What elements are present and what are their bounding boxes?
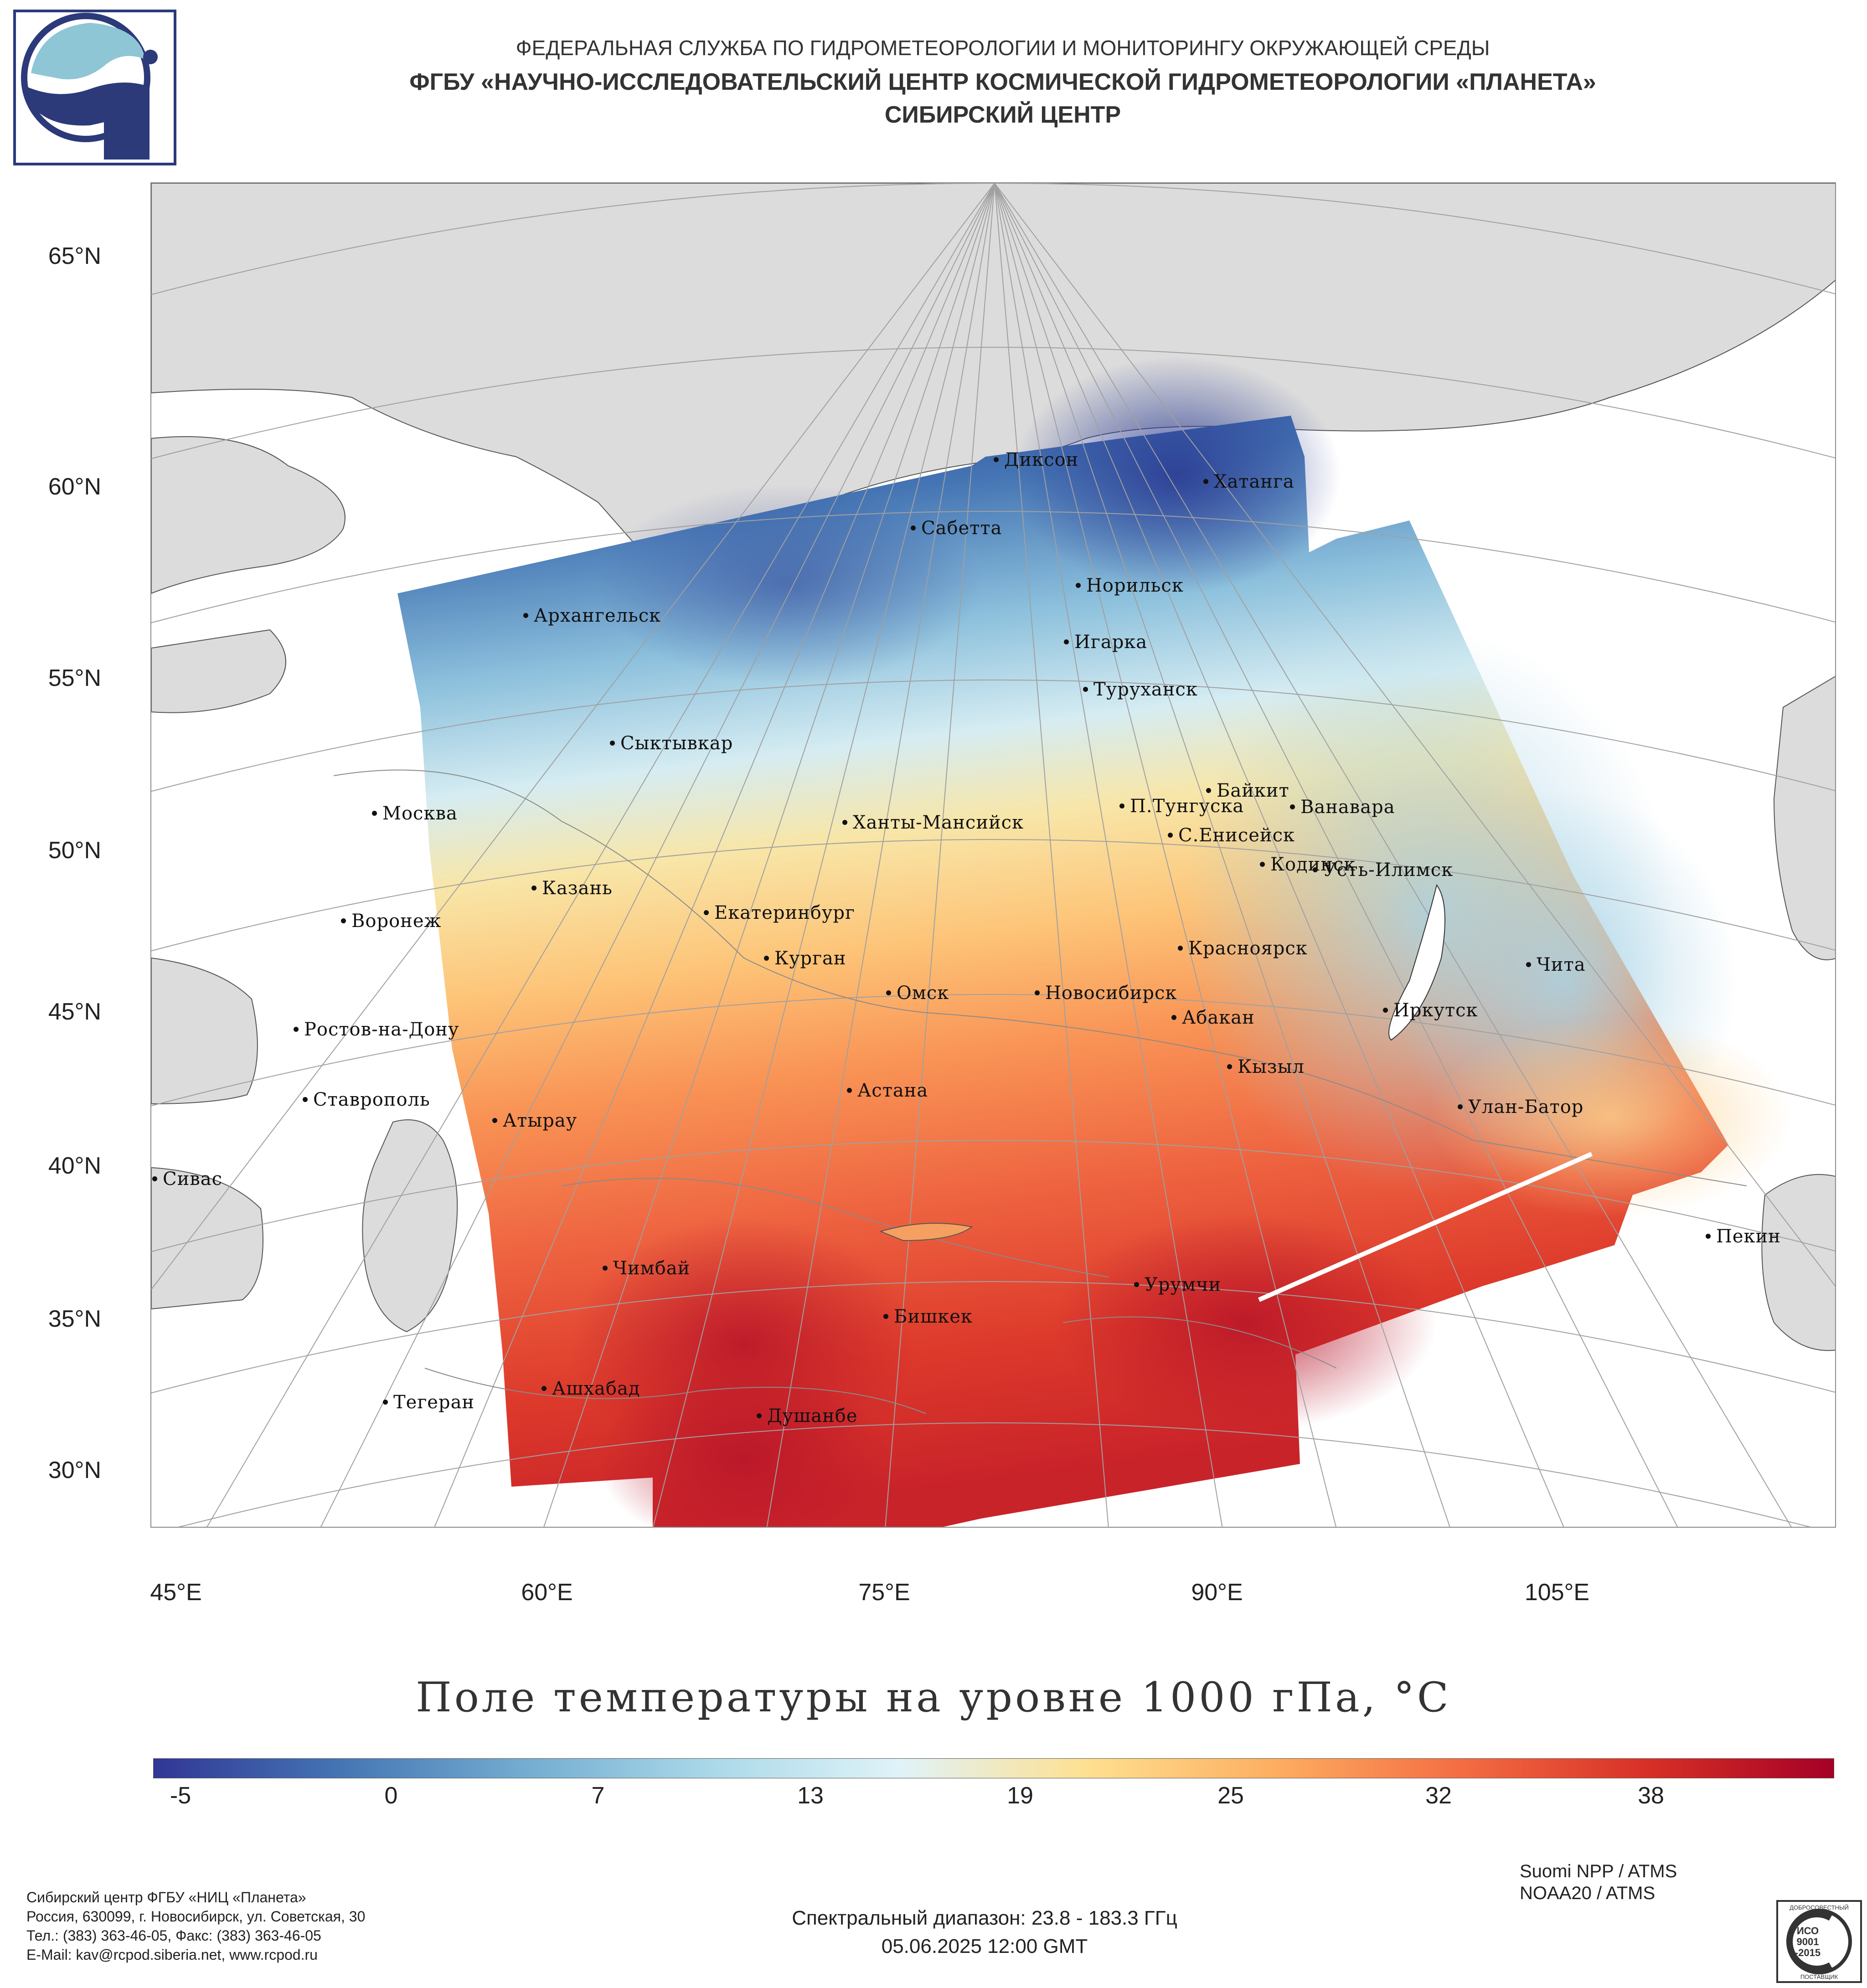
city-label: Кодинск <box>1260 854 1356 875</box>
city-label: Курган <box>764 948 846 969</box>
lat-label-60: 60°N <box>48 474 101 500</box>
lat-label-30: 30°N <box>48 1457 101 1483</box>
city-label: Казань <box>531 878 613 899</box>
city-label: Новосибирск <box>1035 983 1177 1004</box>
city-label: Атырау <box>492 1110 577 1131</box>
color-scale-bar <box>153 1758 1834 1778</box>
satellite-2: NOAA20 / ATMS <box>1520 1883 1656 1903</box>
land-areas <box>151 183 1835 1351</box>
header-line-3: СИБИРСКИЙ ЦЕНТР <box>884 102 1121 128</box>
lat-label-40: 40°N <box>48 1153 101 1179</box>
iso-badge-icon: ДОБРОСОВЕСТНЫЙ ИСО 9001 -2015 ПОСТАВЩИК <box>1776 1900 1862 1983</box>
lon-label-60: 60°E <box>521 1579 573 1606</box>
city-label: Усть-Илимск <box>1313 860 1453 881</box>
color-scale-tick: 38 <box>1638 1782 1664 1809</box>
borders <box>333 769 1747 1414</box>
org-phone: Тел.: (383) 363-46-05, Факс: (383) 363-4… <box>26 1927 321 1944</box>
org-email: E-Mail: kav@rcpod.siberia.net, www.rcpod… <box>26 1947 318 1963</box>
city-label: Сивас <box>152 1169 222 1190</box>
city-label: Чита <box>1526 954 1586 975</box>
city-label: Сабетта <box>911 518 1002 539</box>
city-label: Тегеран <box>383 1392 474 1413</box>
city-label: Байкит <box>1206 780 1289 801</box>
org-address: Россия, 630099, г. Новосибирск, ул. Сове… <box>26 1908 366 1925</box>
city-label: Пекин <box>1706 1226 1781 1247</box>
legend-title: Поле температуры на уровне 1000 гПа, °C <box>416 1674 1451 1721</box>
graticule <box>151 183 1835 1527</box>
color-scale-tick: 32 <box>1425 1782 1452 1809</box>
header-line-2: ФГБУ «НАУЧНО-ИССЛЕДОВАТЕЛЬСКИЙ ЦЕНТР КОС… <box>409 69 1596 95</box>
city-label: Норильск <box>1076 575 1184 596</box>
city-label: Ванавара <box>1290 797 1395 818</box>
color-scale-tick: 25 <box>1217 1782 1244 1809</box>
header-line-1: ФЕДЕРАЛЬНАЯ СЛУЖБА ПО ГИДРОМЕТЕОРОЛОГИИ … <box>516 36 1490 60</box>
city-label: Сыктывкар <box>610 733 733 754</box>
lake-baikal <box>1388 884 1445 1041</box>
satellite-info: Suomi NPP / ATMS NOAA20 / ATMS <box>1520 1860 1677 1904</box>
lat-label-55: 55°N <box>48 665 101 691</box>
city-label: Ростов-на-Дону <box>294 1019 459 1040</box>
swath-gap-line <box>1258 1152 1593 1302</box>
iso-badge-top-text: ДОБРОСОВЕСТНЫЙ <box>1790 1904 1849 1911</box>
city-label: Туруханск <box>1083 679 1198 700</box>
iso-badge-line: ИСО <box>1797 1925 1819 1936</box>
iso-badge-line: 9001 <box>1797 1936 1819 1947</box>
city-label: Чимбай <box>603 1258 690 1279</box>
city-label: Архангельск <box>523 605 661 626</box>
lon-label-45: 45°E <box>150 1579 202 1606</box>
org-name: Сибирский центр ФГБУ «НИЦ «Планета» <box>26 1889 306 1906</box>
color-scale-tick: -5 <box>170 1782 191 1809</box>
iso-badge-bottom-text: ПОСТАВЩИК <box>1800 1973 1838 1980</box>
city-label: Кызыл <box>1227 1056 1305 1077</box>
city-label: Иркутск <box>1383 1000 1478 1021</box>
city-label: Хатанга <box>1203 471 1295 492</box>
city-label: Абакан <box>1171 1007 1255 1028</box>
lat-label-35: 35°N <box>48 1306 101 1332</box>
temperature-swath <box>397 356 1792 1527</box>
temperature-map <box>150 182 1836 1528</box>
city-label: Ашхабад <box>542 1378 640 1399</box>
city-label: Екатеринбург <box>704 902 855 923</box>
city-label: П.Тунгуска <box>1119 796 1244 817</box>
planeta-logo-icon <box>13 9 177 166</box>
city-label: Омск <box>886 983 949 1004</box>
lat-label-50: 50°N <box>48 837 101 864</box>
color-scale-tick: 13 <box>797 1782 824 1809</box>
iso-badge-line: -2015 <box>1795 1947 1821 1958</box>
city-label: Астана <box>847 1080 928 1101</box>
city-label: Урумчи <box>1134 1274 1221 1295</box>
city-label: Улан-Батор <box>1458 1097 1583 1118</box>
lon-label-75: 75°E <box>858 1579 910 1606</box>
color-scale-tick: 7 <box>591 1782 605 1809</box>
lon-label-105: 105°E <box>1524 1579 1590 1606</box>
observation-datetime: 05.06.2025 12:00 GMT <box>881 1935 1088 1957</box>
city-label: Диксон <box>994 449 1078 470</box>
city-label: Душанбе <box>757 1406 858 1427</box>
city-label: С.Енисейск <box>1168 825 1295 846</box>
color-scale-tick: 19 <box>1007 1782 1033 1809</box>
lat-label-45: 45°N <box>48 999 101 1025</box>
lat-label-65: 65°N <box>48 243 101 269</box>
city-label: Красноярск <box>1178 938 1308 959</box>
city-label: Ханты-Мансийск <box>842 812 1024 833</box>
satellite-1: Suomi NPP / ATMS <box>1520 1861 1677 1881</box>
city-label: Игарка <box>1064 632 1147 653</box>
city-label: Воронеж <box>341 911 441 932</box>
color-scale-tick: 0 <box>384 1782 398 1809</box>
city-label: Ставрополь <box>303 1089 430 1110</box>
city-label: Москва <box>372 803 458 824</box>
product-info: Спектральный диапазон: 23.8 - 183.3 ГГц … <box>684 1904 1285 1961</box>
organization-contacts: Сибирский центр ФГБУ «НИЦ «Планета» Росс… <box>26 1888 365 1964</box>
city-label: Бишкек <box>883 1306 973 1327</box>
lake-issyk-kul <box>879 1223 973 1241</box>
lon-label-90: 90°E <box>1191 1579 1243 1606</box>
spectral-range: Спектральный диапазон: 23.8 - 183.3 ГГц <box>792 1907 1177 1929</box>
